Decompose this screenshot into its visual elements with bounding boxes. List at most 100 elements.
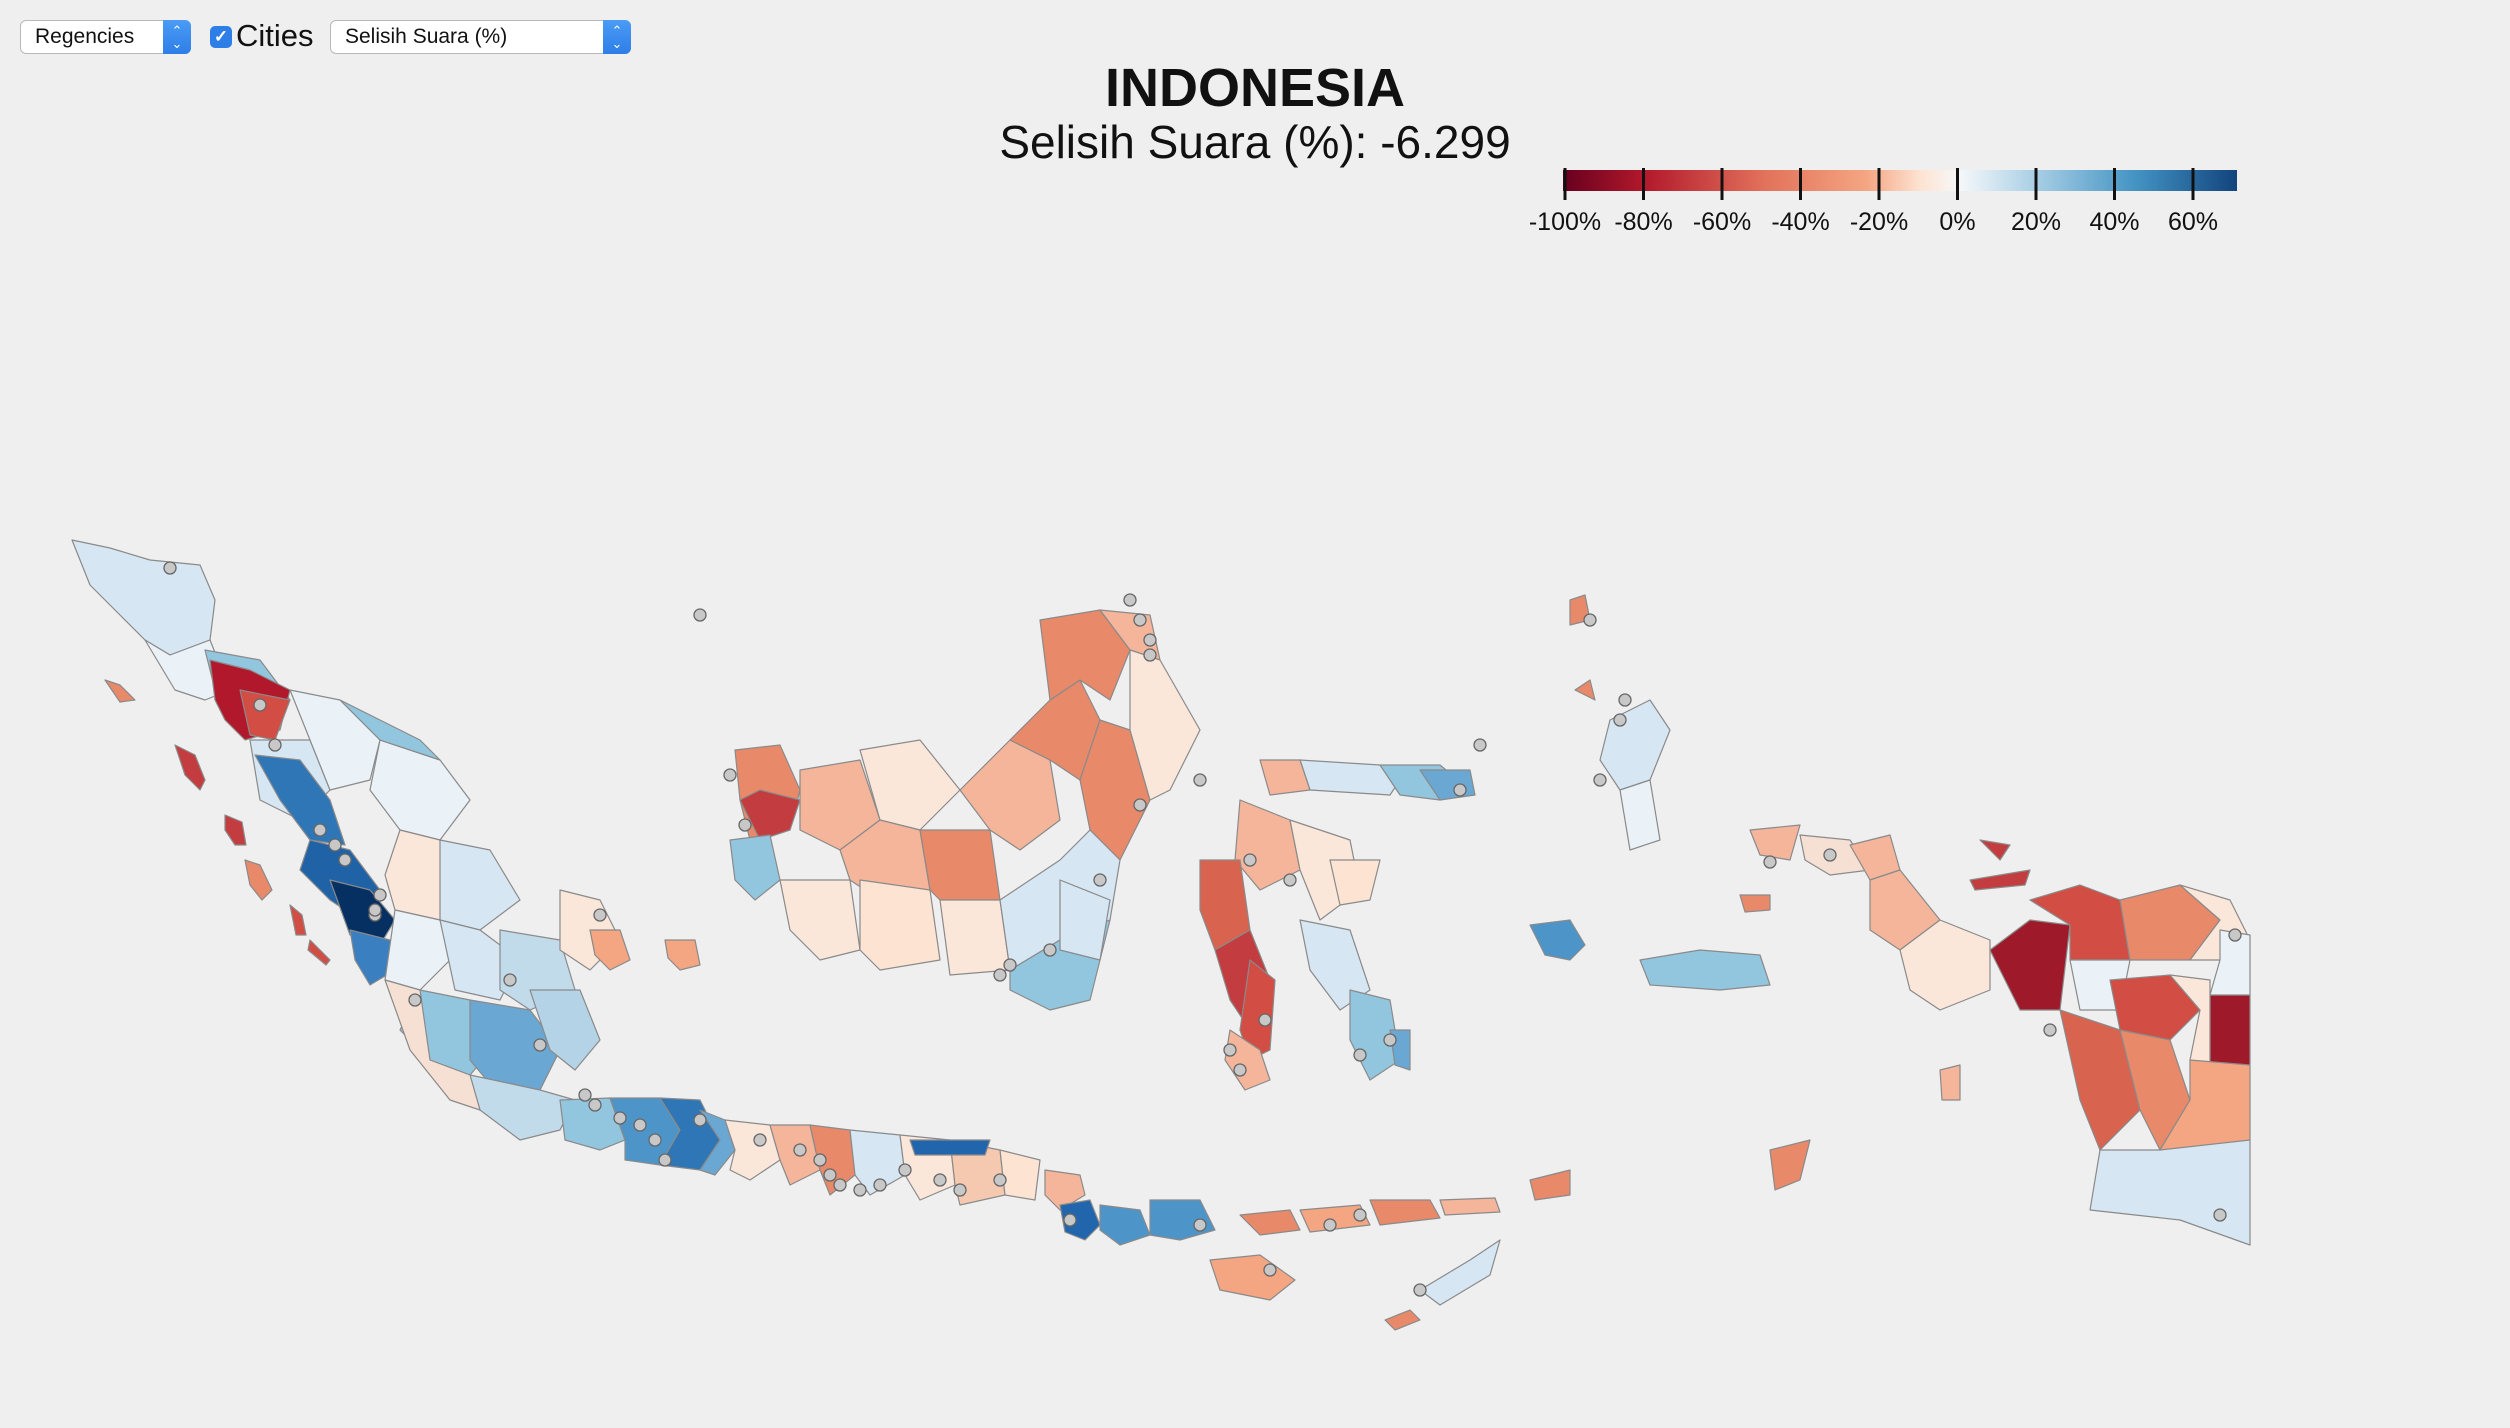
city-marker[interactable]	[1193, 1218, 1207, 1232]
city-marker[interactable]	[633, 1118, 647, 1132]
cities-checkbox[interactable]: ✓	[210, 26, 232, 48]
city-marker[interactable]	[648, 1133, 662, 1147]
regency-sumbawa-1	[1099, 1204, 1151, 1246]
city-marker[interactable]	[1353, 1208, 1367, 1222]
city-marker[interactable]	[1618, 693, 1632, 707]
city-marker[interactable]	[1143, 633, 1157, 647]
city-marker[interactable]	[503, 973, 517, 987]
city-marker[interactable]	[1763, 855, 1777, 869]
regency-flores-1	[1239, 1209, 1301, 1236]
city-marker[interactable]	[1263, 1263, 1277, 1277]
city-marker[interactable]	[823, 1168, 837, 1182]
city-marker[interactable]	[1258, 1013, 1272, 1027]
regency-kalbar-south	[779, 879, 861, 961]
regency-papua-barat-5	[1899, 919, 1991, 1011]
island-nias	[224, 814, 247, 846]
city-marker[interactable]	[368, 903, 382, 917]
city-marker[interactable]	[408, 993, 422, 1007]
city-marker[interactable]	[1063, 1213, 1077, 1227]
regency-papua-east	[2209, 994, 2251, 1071]
city-marker[interactable]	[328, 838, 342, 852]
city-marker[interactable]	[1823, 848, 1837, 862]
city-marker[interactable]	[793, 1143, 807, 1157]
city-marker[interactable]	[738, 818, 752, 832]
city-marker[interactable]	[993, 1173, 1007, 1187]
regency-blue-coast-1	[254, 754, 346, 846]
city-marker[interactable]	[163, 561, 177, 575]
city-marker[interactable]	[1243, 853, 1257, 867]
city-marker[interactable]	[1413, 1283, 1427, 1297]
regency-sumut-east	[339, 699, 441, 761]
city-marker[interactable]	[578, 1088, 592, 1102]
nusa-tenggara-regencies	[1044, 1169, 1501, 1331]
city-marker[interactable]	[693, 1113, 707, 1127]
metric-select-value: Selisih Suara (%)	[345, 25, 508, 48]
city-marker[interactable]	[1223, 1043, 1237, 1057]
city-marker[interactable]	[1383, 1033, 1397, 1047]
city-marker[interactable]	[898, 1163, 912, 1177]
city-marker[interactable]	[1323, 1218, 1337, 1232]
regency-bengkulu	[384, 979, 481, 1111]
legend-gradient-bar	[1563, 170, 2237, 191]
city-marker[interactable]	[1593, 773, 1607, 787]
regency-gorontalo	[1259, 759, 1311, 796]
city-marker[interactable]	[753, 1133, 767, 1147]
regency-sumsel-3	[529, 989, 601, 1071]
city-marker[interactable]	[313, 823, 327, 837]
island-weh	[104, 679, 136, 703]
regency-kaltim-5	[1129, 649, 1201, 801]
city-marker[interactable]	[2213, 1208, 2227, 1222]
city-marker[interactable]	[693, 608, 707, 622]
regency-sulteng-east	[1329, 859, 1381, 906]
city-marker[interactable]	[2043, 1023, 2057, 1037]
cities-checkbox-label[interactable]: Cities	[236, 18, 314, 53]
city-marker[interactable]	[953, 1183, 967, 1197]
regency-kalbar-west	[729, 834, 781, 901]
city-marker[interactable]	[1353, 1048, 1367, 1062]
city-marker[interactable]	[1003, 958, 1017, 972]
city-marker[interactable]	[1473, 738, 1487, 752]
city-marker[interactable]	[1123, 593, 1137, 607]
city-marker[interactable]	[373, 888, 387, 902]
city-marker[interactable]	[658, 1153, 672, 1167]
island-belitung	[664, 939, 701, 971]
city-marker[interactable]	[253, 698, 267, 712]
city-marker[interactable]	[1453, 783, 1467, 797]
regency-kei	[1769, 1139, 1811, 1191]
city-marker[interactable]	[933, 1173, 947, 1187]
regency-seram	[1639, 949, 1771, 991]
city-marker[interactable]	[1613, 713, 1627, 727]
city-marker[interactable]	[1043, 943, 1057, 957]
city-marker[interactable]	[723, 768, 737, 782]
city-marker[interactable]	[1093, 873, 1107, 887]
map-title: INDONESIA	[1104, 58, 1406, 118]
regency-papua-6	[2109, 974, 2201, 1041]
city-marker[interactable]	[593, 908, 607, 922]
city-marker[interactable]	[1233, 1063, 1247, 1077]
region-level-select[interactable]: Regencies ⌃ ⌄	[20, 20, 191, 54]
city-marker[interactable]	[853, 1183, 867, 1197]
city-marker[interactable]	[1133, 798, 1147, 812]
city-marker[interactable]	[1193, 773, 1207, 787]
city-marker[interactable]	[1583, 613, 1597, 627]
city-marker[interactable]	[268, 738, 282, 752]
city-marker[interactable]	[1283, 873, 1297, 887]
city-marker[interactable]	[338, 853, 352, 867]
city-marker[interactable]	[533, 1038, 547, 1052]
regency-sumbar-1	[384, 909, 451, 991]
city-marker[interactable]	[613, 1111, 627, 1125]
city-marker[interactable]	[813, 1153, 827, 1167]
island-aru	[1939, 1064, 1961, 1101]
city-marker[interactable]	[1143, 648, 1157, 662]
city-marker[interactable]	[833, 1178, 847, 1192]
city-marker[interactable]	[873, 1178, 887, 1192]
metric-select[interactable]: Selisih Suara (%) ⌃ ⌄	[330, 20, 631, 54]
regency-riau-1	[369, 739, 471, 841]
legend-tick-label: -100%	[1529, 208, 1601, 236]
city-marker[interactable]	[2228, 928, 2242, 942]
city-marker[interactable]	[588, 1098, 602, 1112]
city-marker[interactable]	[1133, 613, 1147, 627]
regency-kalbar-2	[859, 739, 961, 831]
city-marker[interactable]	[993, 968, 1007, 982]
regency-flores-2	[1299, 1204, 1371, 1233]
